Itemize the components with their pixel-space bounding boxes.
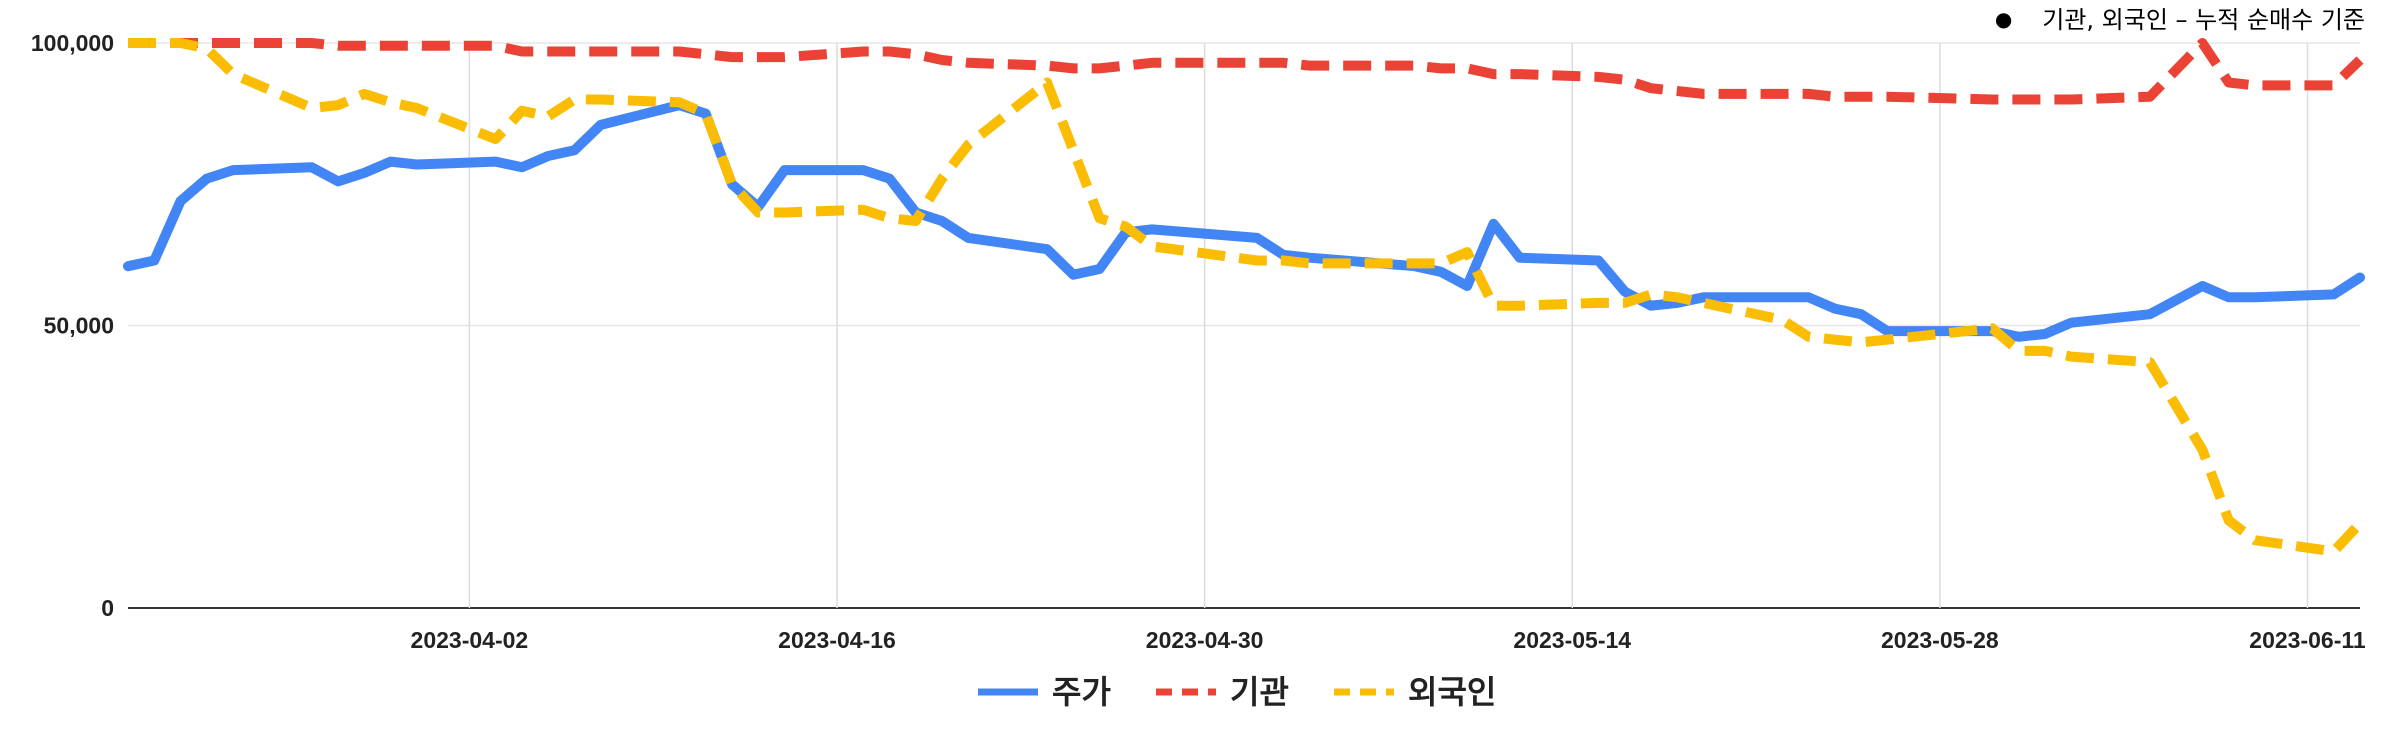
bullet-icon: ● <box>1994 7 2013 31</box>
y-tick-label: 100,000 <box>31 30 114 56</box>
y-tick-label: 50,000 <box>44 313 114 339</box>
series-line-2 <box>128 38 2364 105</box>
x-tick-label: 2023-04-16 <box>778 627 896 653</box>
x-tick-label: 2023-05-14 <box>1513 627 1631 653</box>
x-tick-label: 2023-04-02 <box>411 627 529 653</box>
series-layer <box>123 38 2365 557</box>
x-tick-label: 2023-05-28 <box>1881 627 1999 653</box>
y-tick-label: 0 <box>101 595 114 621</box>
x-tick-label: 2023-06-11 <box>2249 627 2366 653</box>
series-line-1 <box>123 100 2365 342</box>
grid-layer <box>128 42 2360 609</box>
annotation-note: ● 기관, 외국인 – 누적 순매수 기준 <box>1995 0 2365 35</box>
legend-label-2: 기관 <box>1230 673 1289 711</box>
legend-label-1: 주가 <box>1052 673 1111 711</box>
legend-label-3: 외국인 <box>1408 673 1496 711</box>
annotation-text: 기관, 외국인 – 누적 순매수 기준 <box>2042 6 2365 34</box>
x-tick-label: 2023-04-30 <box>1146 627 1264 653</box>
legend-layer: 주가 기관 외국인 <box>978 673 1496 711</box>
series-line-3 <box>128 38 2364 557</box>
axis-layer: 0 50,000 100,000 2023-04-02 2023-04-16 2023-0… <box>31 30 2366 653</box>
